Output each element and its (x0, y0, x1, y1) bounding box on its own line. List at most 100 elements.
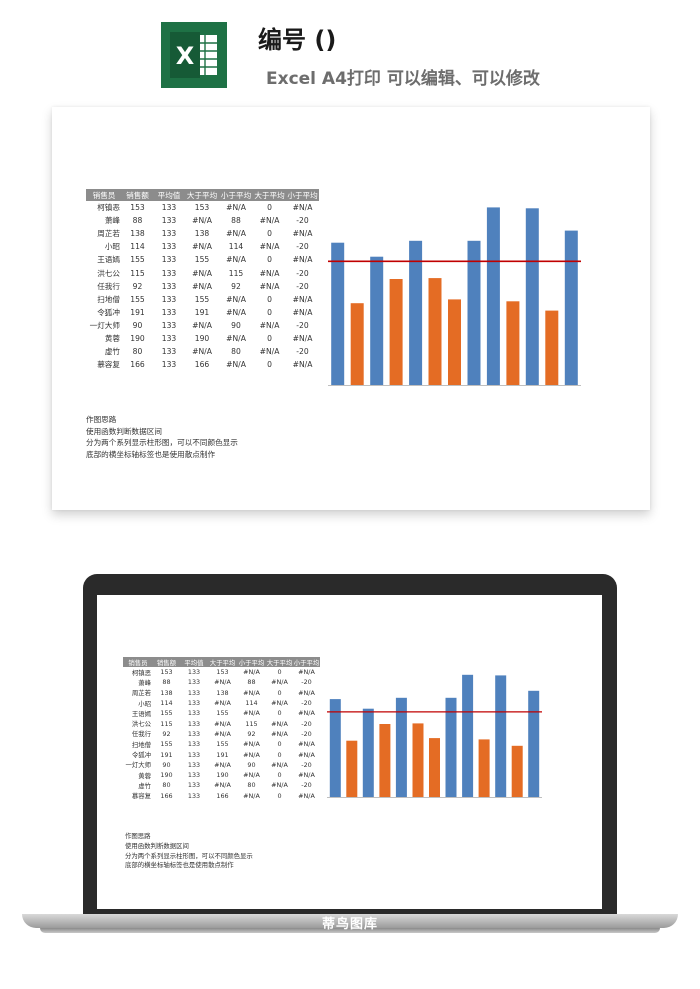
table-cell: 88 (162, 678, 171, 687)
salesperson-cell: 虚竹 (104, 347, 120, 357)
table-cell: 92 (247, 729, 256, 738)
table-cell: 155 (216, 709, 229, 718)
table-cell: 0 (267, 294, 272, 304)
table-cell: 190 (216, 771, 229, 780)
page-subtitle: Excel A4打印 可以编辑、可以修改 (266, 69, 540, 89)
table-cell: 90 (132, 320, 143, 330)
table-cell: 115 (160, 719, 173, 728)
bar-任我行 (448, 299, 461, 385)
table-cell: 190 (130, 333, 145, 343)
table-cell: #N/A (259, 242, 280, 252)
notes-line: 底部的横坐标轴标签也是使用散点制作 (125, 861, 234, 870)
bar-黄蓉 (525, 208, 539, 385)
table-cell: 138 (216, 688, 229, 697)
table-cell: #N/A (192, 281, 212, 291)
table-cell: 155 (130, 294, 145, 304)
table-cell: #N/A (192, 242, 212, 252)
salesperson-cell: 黄蓉 (104, 333, 120, 343)
table-cell: #N/A (192, 268, 212, 278)
table-cell: -20 (301, 699, 312, 708)
salesperson-cell: 小昭 (138, 699, 151, 708)
table-cell: #N/A (214, 719, 231, 728)
column-header: 大于平均 (266, 657, 293, 667)
table-cell: #N/A (226, 255, 246, 265)
table-cell: 133 (161, 360, 177, 370)
salesperson-cell: 王语嫣 (131, 709, 151, 718)
salesperson-cell: 任我行 (97, 281, 120, 291)
table-cell: 155 (130, 255, 145, 265)
table-cell: #N/A (271, 678, 288, 687)
salesperson-cell: 一灯大师 (125, 761, 151, 770)
salesperson-cell: 小昭 (104, 242, 120, 252)
bar-chart (328, 207, 581, 386)
table-cell: 0 (267, 333, 272, 343)
table-cell: -20 (296, 268, 309, 278)
column-header: 销售额 (153, 657, 180, 667)
table-cell: 133 (161, 320, 177, 330)
table-cell: #N/A (298, 688, 315, 697)
sheet-preview: 销售员 销售额 平均值 大于平均 小于平均 大于平均 小于平均 柯镇恶 153 13… (52, 107, 650, 510)
table-cell: #N/A (243, 771, 260, 780)
notes-line: 分为两个系列显示柱形图，可以不同颜色显示 (86, 438, 238, 448)
table-cell: 133 (187, 760, 201, 769)
table-cell: -20 (296, 242, 309, 252)
salesperson-cell: 慕容复 (131, 792, 151, 801)
column-header: 销售员 (123, 657, 153, 667)
table-cell: 92 (231, 281, 241, 291)
laptop-screen: 销售员 销售额 平均值 大于平均 小于平均 大于平均 小于平均 柯镇恶 153 13… (97, 595, 602, 909)
bar-一灯大师 (478, 739, 490, 797)
salesperson-cell: 任我行 (131, 730, 151, 739)
table-row: 扫地僧 155 133 155 #N/A 0 #N/A (123, 739, 320, 749)
notes-line: 使用函数判断数据区间 (125, 841, 189, 850)
table-cell: #N/A (226, 360, 246, 370)
table-cell: 0 (277, 709, 282, 718)
table-cell: #N/A (271, 760, 288, 769)
table-cell: 191 (130, 307, 145, 317)
table-row: 萧峰 88 133 #N/A 88 #N/A -20 (123, 677, 320, 687)
column-header: 平均值 (180, 657, 208, 667)
table-cell: 90 (231, 320, 241, 330)
column-header: 大于平均 (185, 189, 219, 201)
table-cell: #N/A (298, 771, 315, 780)
bar-萧峰 (350, 303, 364, 385)
table-cell: 0 (267, 360, 272, 370)
page-title: 编号 () (258, 26, 337, 54)
table-cell: 88 (132, 216, 143, 226)
table-row: 虚竹 80 133 #N/A 80 #N/A -20 (123, 780, 320, 790)
watermark: 蒂鸟图库 (321, 917, 378, 932)
table-cell: 133 (161, 333, 177, 343)
table-cell: 138 (194, 229, 210, 239)
table-row: 黄蓉 190 133 190 #N/A 0 #N/A (123, 770, 320, 780)
table-cell: 155 (194, 294, 210, 304)
table-cell: #N/A (298, 750, 315, 759)
salesperson-cell: 一灯大师 (89, 320, 120, 330)
table-body: 柯镇恶 153 133 153 #N/A 0 #N/A 萧峰 88 133 #N/A 88 #N/A -2… (123, 667, 320, 801)
table-cell: #N/A (243, 688, 260, 697)
table-cell: #N/A (214, 699, 231, 708)
table-cell: #N/A (259, 281, 280, 291)
table-cell: 0 (277, 668, 282, 677)
table-row: 洪七公 115 133 #N/A 115 #N/A -20 (123, 718, 320, 729)
table-cell: 80 (231, 347, 241, 357)
table-row: 王语嫣 155 133 155 #N/A 0 #N/A (86, 253, 319, 266)
table-cell: 0 (277, 740, 282, 749)
bar-令狐冲 (462, 674, 474, 797)
table-cell: 133 (187, 791, 201, 800)
table-cell: 155 (160, 740, 173, 749)
salesperson-cell: 慕容复 (97, 360, 120, 370)
table-cell: 153 (160, 668, 173, 677)
table-cell: #N/A (298, 709, 315, 718)
table-cell: 133 (187, 740, 201, 749)
notes-block: 作图思路 使用函数判断数据区间 分为两个系列显示柱形图，可以不同颜色显示 底部的横坐标… (86, 414, 238, 460)
table-cell: #N/A (292, 255, 313, 265)
table-cell: -20 (296, 320, 309, 330)
table-cell: 191 (194, 307, 210, 317)
table-cell: 92 (162, 729, 171, 738)
table-row: 虚竹 80 133 #N/A 80 #N/A -20 (86, 345, 319, 358)
salesperson-cell: 令狐冲 (97, 307, 120, 317)
table-cell: 114 (245, 699, 258, 708)
bar-洪七公 (428, 278, 442, 385)
bar-柯镇恶 (331, 242, 345, 385)
excel-logo-icon: X (161, 22, 227, 88)
table-cell: 153 (194, 203, 210, 213)
